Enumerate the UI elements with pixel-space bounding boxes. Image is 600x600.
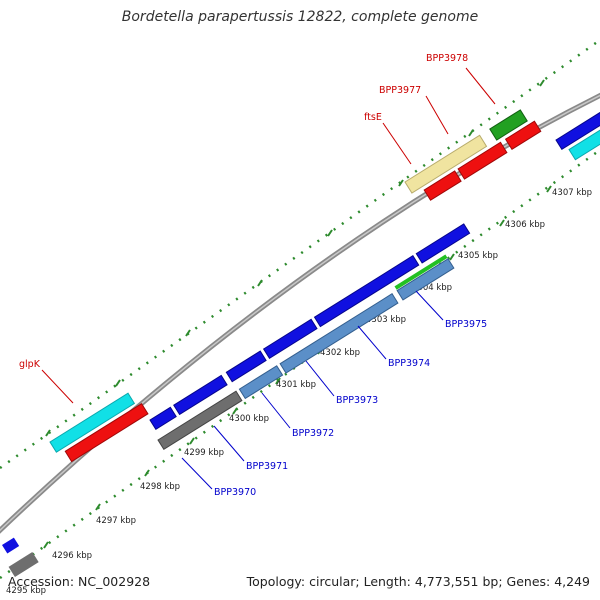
gene-blue	[225, 350, 267, 383]
tick-label: 4306 kbp	[505, 220, 545, 230]
gene-green	[489, 109, 528, 141]
gene-khaki	[404, 134, 488, 194]
gene-red	[64, 402, 149, 463]
tick-label: 4301 kbp	[276, 380, 316, 390]
gene-label-glpk: glpK	[19, 359, 41, 370]
kbp-labels: 4295 kbp 4296 kbp 4297 kbp 4298 kbp 4299…	[6, 188, 592, 596]
tick-label: 4302 kbp	[320, 348, 360, 358]
gene-label-bpp3971: BPP3971	[246, 461, 288, 472]
gene-blue	[313, 255, 420, 328]
gene-steel	[396, 258, 455, 301]
gene-gray	[157, 390, 243, 451]
outer-ring-major-ticks	[45, 79, 545, 437]
gene-label-bpp3974: BPP3974	[388, 358, 430, 369]
gene-label-bpp3973: BPP3973	[336, 395, 378, 406]
gene-blue	[2, 537, 20, 554]
tick-label: 4307 kbp	[552, 188, 592, 198]
label-connectors	[41, 67, 496, 490]
tick-label: 4303 kbp	[366, 315, 406, 325]
blue-gene-labels: BPP3970 BPP3971 BPP3972 BPP3973 BPP3974 …	[214, 319, 487, 498]
gene-label-bpp3975: BPP3975	[445, 319, 487, 330]
gene-label-ftse: ftsE	[364, 112, 382, 123]
gene-blue	[173, 374, 228, 416]
inner-ring-major-ticks	[43, 185, 552, 549]
gene-red	[423, 170, 462, 201]
genome-backbone-highlight	[0, 94, 600, 532]
tick-label: 4297 kbp	[96, 516, 136, 526]
accession-text: Accession: NC_002928	[8, 574, 151, 589]
gene-label-bpp3978: BPP3978	[426, 53, 468, 64]
tick-label: 4304 kbp	[412, 283, 452, 293]
gene-features	[2, 107, 600, 578]
red-gene-labels: glpK ftsE BPP3977 BPP3978	[19, 53, 468, 370]
tick-label: 4296 kbp	[52, 551, 92, 561]
outer-dotted-ring	[0, 38, 600, 470]
gene-gray	[8, 551, 39, 578]
genome-backbone	[0, 92, 600, 534]
gene-label-bpp3977: BPP3977	[379, 85, 421, 96]
gene-blue	[149, 406, 177, 431]
gene-steel	[279, 293, 399, 374]
gene-blue	[415, 223, 471, 264]
gene-blue	[262, 318, 318, 360]
gene-cyan	[568, 117, 600, 161]
gene-steel	[238, 365, 284, 400]
map-title: Bordetella parapertussis 12822, complete…	[121, 9, 479, 25]
gene-label-bpp3972: BPP3972	[292, 428, 334, 439]
tick-label: 4295 kbp	[6, 586, 46, 596]
gene-green	[394, 254, 448, 290]
tick-label: 4300 kbp	[229, 414, 269, 424]
gene-label-bpp3970: BPP3970	[214, 487, 256, 498]
topology-text: Topology: circular; Length: 4,773,551 bp…	[246, 574, 590, 589]
gene-blue	[555, 107, 600, 151]
gene-cyan	[49, 392, 136, 453]
tick-label: 4305 kbp	[458, 251, 498, 261]
tick-label: 4298 kbp	[140, 482, 180, 492]
gene-red	[457, 141, 508, 180]
gene-red	[504, 120, 542, 151]
tick-label: 4299 kbp	[184, 448, 224, 458]
